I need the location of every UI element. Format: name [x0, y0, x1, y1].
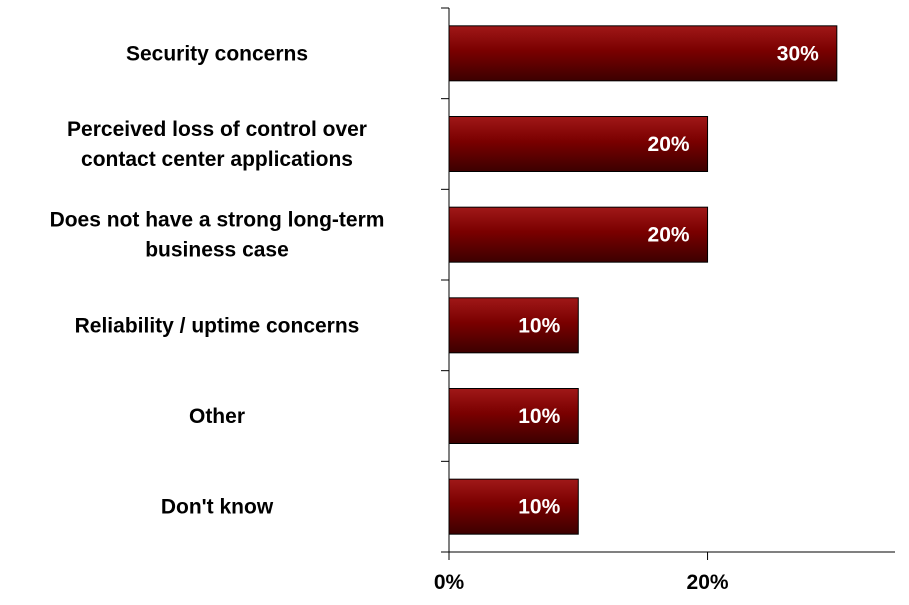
category-label-2-line-0: Does not have a strong long-term	[50, 209, 385, 232]
category-label-1-line-1: contact center applications	[81, 148, 353, 171]
bar-1	[448, 116, 709, 172]
labels-layer: 30% Security concerns 20% Perceived loss of…	[50, 42, 820, 594]
bar-3	[448, 297, 579, 354]
data-label-4: 10%	[518, 405, 560, 428]
axes	[441, 7, 895, 560]
category-label-2: Does not have a strong long-term business…	[50, 209, 385, 262]
x-tick-label-1: 20%	[687, 571, 729, 594]
category-label-1-line-0: Perceived loss of control over	[67, 118, 367, 141]
category-label-3: Reliability / uptime concerns	[75, 314, 360, 337]
category-label-2-line-1: business case	[145, 239, 289, 262]
bar-0	[448, 25, 838, 82]
category-label-4: Other	[189, 405, 245, 428]
data-label-0: 30%	[777, 42, 819, 65]
category-label-1: Perceived loss of control over contact ce…	[67, 118, 367, 171]
category-label-3-line-0: Reliability / uptime concerns	[75, 314, 360, 337]
bar-4	[448, 388, 579, 444]
category-label-5-line-0: Don't know	[161, 496, 274, 519]
bar-5	[448, 478, 579, 535]
x-tick-label-0: 0%	[434, 571, 465, 594]
category-label-5: Don't know	[161, 496, 274, 519]
data-label-3: 10%	[518, 314, 560, 337]
category-label-0-line-0: Security concerns	[126, 42, 308, 65]
bar-2	[448, 206, 709, 263]
bars-layer	[448, 25, 838, 535]
category-label-0: Security concerns	[126, 42, 308, 65]
data-label-1: 20%	[648, 133, 690, 156]
category-label-4-line-0: Other	[189, 405, 245, 428]
data-label-2: 20%	[648, 224, 690, 247]
data-label-5: 10%	[518, 496, 560, 519]
